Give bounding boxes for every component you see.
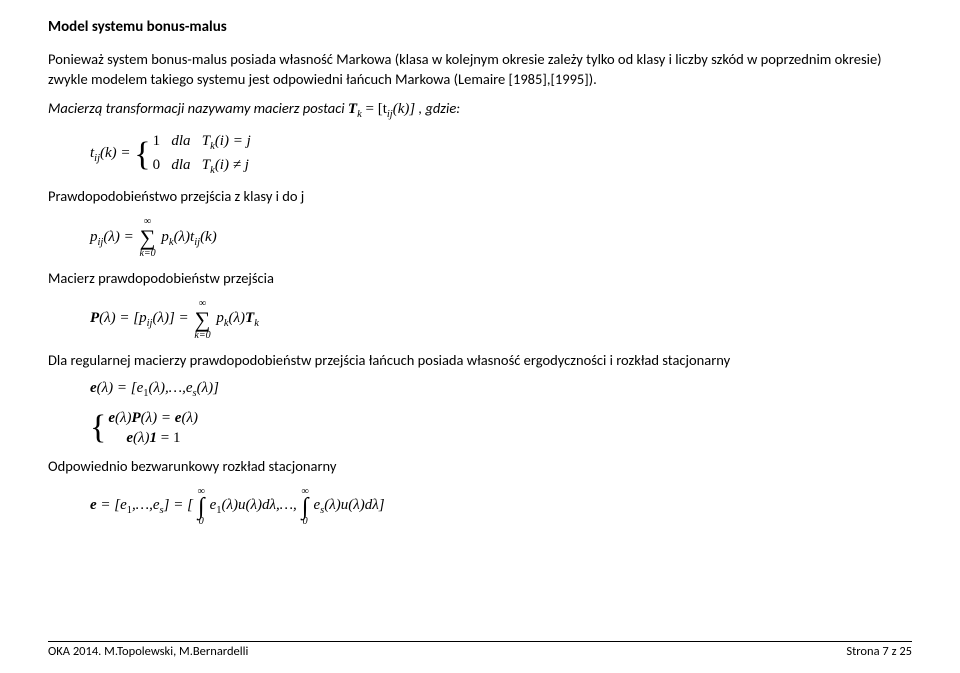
integral-2: ∞ ∫ 0 (302, 487, 309, 527)
eq1: = 1 (157, 430, 180, 446)
mid: (λ)t (174, 229, 195, 245)
lam: (λ) (133, 430, 150, 446)
val: 0 (153, 157, 161, 173)
T: T (202, 157, 210, 173)
formula-system: { e(λ)P(λ) = e(λ) e(λ)1 = 1 (90, 409, 912, 447)
cond: (i) ≠ j (215, 157, 249, 173)
p: p (90, 229, 98, 245)
lhs-arg: (k) = (100, 145, 134, 161)
sub-k: k (254, 318, 259, 329)
tail: (k) (200, 229, 217, 245)
arg: (λ) = (103, 229, 137, 245)
mid2: (λ)] = (152, 310, 192, 326)
int-symbol: ∫ (302, 497, 309, 517)
page-footer: OKA 2014. M.Topolewski, M.Bernardelli St… (48, 641, 912, 659)
integral-1: ∞ ∫ 0 (198, 487, 205, 527)
system-row-1: e(λ)P(λ) = e(λ) (108, 409, 198, 427)
lam2: (λ) (181, 410, 198, 426)
sum-lower: k=0 (139, 249, 155, 259)
T: T (202, 133, 210, 149)
sum-symbol: ∑ (140, 227, 156, 249)
sum: ∞ ∑ k=0 (194, 299, 210, 341)
c: (λ)] (197, 380, 219, 396)
b: ,…,e (132, 497, 160, 513)
sum-symbol: ∑ (195, 309, 211, 331)
sum-lower: k=0 (194, 331, 210, 341)
T: T (245, 310, 254, 326)
formula-tij: tij(k) = { 1 dla Tk(i) = j 0 dla Tk(i) ≠… (90, 132, 912, 177)
text: Macierzą transformacji nazywamy macierz … (48, 99, 348, 117)
eq: = [t (362, 101, 387, 117)
footer-left: OKA 2014. M.Topolewski, M.Bernardelli (48, 644, 248, 659)
dla: dla (171, 157, 190, 173)
int-lower: 0 (199, 517, 204, 527)
page-title: Model systemu bonus-malus (48, 18, 912, 36)
a: (λ) = [e (97, 380, 144, 396)
paragraph-intro: Ponieważ system bonus-malus posiada włas… (48, 50, 912, 89)
tail: (λ)u(λ)dλ] (324, 497, 384, 513)
sym-T: T (348, 101, 357, 117)
dla: dla (171, 133, 190, 149)
P: P (90, 310, 99, 326)
one: 1 (150, 430, 158, 446)
mid1: (λ) = [p (99, 310, 146, 326)
c: ] = [ (164, 497, 193, 513)
b: (λ),…,e (149, 380, 193, 396)
eq: (λ) = (141, 410, 175, 426)
paragraph-ergodic: Dla regularnej macierzy prawdopodobieńst… (48, 351, 912, 371)
p: p (161, 229, 169, 245)
system-row-2: e(λ)1 = 1 (108, 429, 198, 447)
e: e (90, 380, 97, 396)
int-lower: 0 (303, 517, 308, 527)
arg: (k)] (393, 101, 416, 117)
sum: ∞ ∑ k=0 (139, 217, 155, 259)
text-tail: , gdzie: (415, 99, 460, 117)
formula-pij: pij(λ) = ∞ ∑ k=0 pk(λ)tij(k) (90, 217, 912, 259)
lam: (λ) (229, 310, 246, 326)
int-symbol: ∫ (198, 497, 205, 517)
paragraph-matrix-def: Macierzą transformacji nazywamy macierz … (48, 99, 912, 122)
val: 1 (153, 133, 161, 149)
lam: (λ) (115, 410, 132, 426)
a: = [e (97, 497, 127, 513)
mid: (λ)u(λ)dλ,…, (222, 497, 297, 513)
p: p (216, 310, 224, 326)
paragraph-matrix-prob: Macierz prawdopodobieństw przejścia (48, 269, 912, 289)
case-row-1: 1 dla Tk(i) = j (153, 132, 251, 154)
e: e (108, 410, 115, 426)
cond: (i) = j (215, 133, 251, 149)
footer-right: Strona 7 z 25 (846, 644, 912, 659)
P: P (132, 410, 141, 426)
e: e (126, 430, 133, 446)
formula-final: e = [e1,…,es] = [ ∞ ∫ 0 e1(λ)u(λ)dλ,…, ∞… (90, 487, 912, 527)
paragraph-unconditional: Odpowiednio bezwarunkowy rozkład stacjon… (48, 457, 912, 477)
paragraph-prob-trans: Prawdopodobieństwo przejścia z klasy i d… (48, 187, 912, 207)
formula-e-row: e(λ) = [e1(λ),…,es(λ)] (90, 380, 912, 399)
case-row-2: 0 dla Tk(i) ≠ j (153, 156, 251, 178)
formula-P: P(λ) = [pij(λ)] = ∞ ∑ k=0 pk(λ)Tk (90, 299, 912, 341)
e: e (90, 497, 97, 513)
